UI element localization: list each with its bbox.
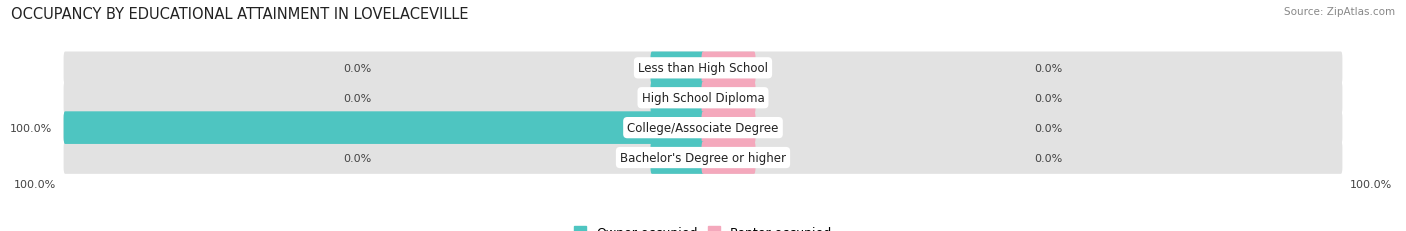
FancyBboxPatch shape — [702, 82, 755, 115]
Text: Bachelor's Degree or higher: Bachelor's Degree or higher — [620, 151, 786, 164]
Text: 0.0%: 0.0% — [1035, 93, 1063, 103]
FancyBboxPatch shape — [651, 142, 704, 174]
FancyBboxPatch shape — [63, 52, 1343, 85]
FancyBboxPatch shape — [63, 82, 1343, 115]
Text: High School Diploma: High School Diploma — [641, 92, 765, 105]
FancyBboxPatch shape — [651, 82, 704, 115]
Legend: Owner-occupied, Renter-occupied: Owner-occupied, Renter-occupied — [568, 221, 838, 231]
FancyBboxPatch shape — [651, 52, 704, 85]
Text: 0.0%: 0.0% — [1035, 64, 1063, 73]
Text: 0.0%: 0.0% — [343, 153, 371, 163]
Text: Source: ZipAtlas.com: Source: ZipAtlas.com — [1284, 7, 1395, 17]
FancyBboxPatch shape — [63, 112, 1343, 144]
FancyBboxPatch shape — [702, 112, 755, 144]
FancyBboxPatch shape — [702, 52, 755, 85]
Text: 0.0%: 0.0% — [1035, 123, 1063, 133]
Text: Less than High School: Less than High School — [638, 62, 768, 75]
Text: 100.0%: 100.0% — [14, 179, 56, 189]
Text: 0.0%: 0.0% — [1035, 153, 1063, 163]
Text: 100.0%: 100.0% — [1350, 179, 1392, 189]
FancyBboxPatch shape — [702, 142, 755, 174]
Text: OCCUPANCY BY EDUCATIONAL ATTAINMENT IN LOVELACEVILLE: OCCUPANCY BY EDUCATIONAL ATTAINMENT IN L… — [11, 7, 468, 22]
Text: 0.0%: 0.0% — [343, 93, 371, 103]
Text: 0.0%: 0.0% — [343, 64, 371, 73]
FancyBboxPatch shape — [63, 142, 1343, 174]
FancyBboxPatch shape — [63, 112, 704, 144]
Text: 100.0%: 100.0% — [10, 123, 52, 133]
Text: College/Associate Degree: College/Associate Degree — [627, 122, 779, 134]
